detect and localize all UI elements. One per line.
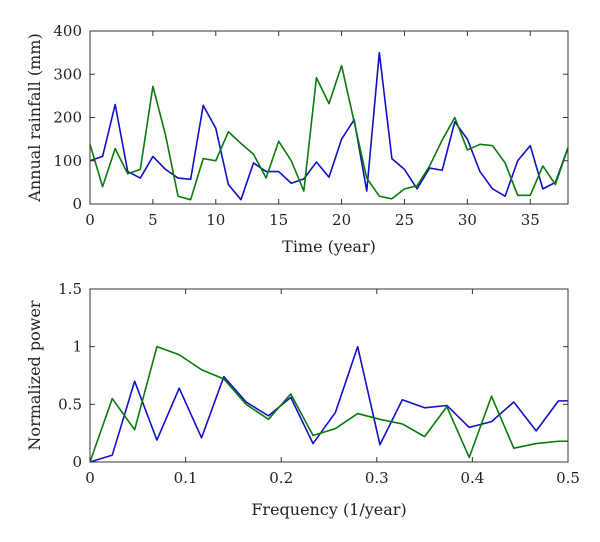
power-y-tick-label: 1 [72, 338, 82, 356]
rainfall-x-tick-label: 15 [269, 211, 288, 229]
rainfall-y-tick-label: 400 [53, 22, 82, 40]
power-y-axis-label: Normalized power [25, 300, 44, 450]
rainfall-x-tick-label: 5 [148, 211, 158, 229]
power-plot-frame [89, 288, 569, 463]
rainfall-x-tick-label: 20 [332, 211, 351, 229]
power-y-tick-label: 0 [72, 453, 82, 471]
rainfall-series-1-line [89, 51, 569, 201]
power-series-2-line [89, 345, 568, 463]
power-panel: 0 0.1 0.2 0.3 0.4 0.5 0 0.5 1 1.5 Frequency (1/yea… [25, 280, 580, 519]
rainfall-y-tick-label: 100 [53, 152, 82, 170]
rainfall-x-tick-label: 30 [458, 211, 477, 229]
rainfall-y-tick-label: 0 [72, 195, 82, 213]
rainfall-y-axis-label: Annual rainfall (mm) [25, 33, 44, 202]
power-x-tick-label: 0.2 [269, 469, 293, 487]
power-x-tick-label: 0.3 [365, 469, 389, 487]
rainfall-x-axis-label: Time (year) [282, 237, 376, 256]
power-x-tick-label: 0 [85, 469, 95, 487]
rainfall-x-tick-label: 10 [206, 211, 225, 229]
rainfall-x-tick-label: 35 [521, 211, 540, 229]
power-y-tick-label: 0.5 [58, 395, 82, 413]
power-x-axis-label: Frequency (1/year) [251, 500, 406, 519]
rainfall-series-2-line [89, 64, 569, 201]
rainfall-y-tick-label: 200 [53, 109, 82, 127]
power-series-1-line [89, 345, 568, 463]
power-x-tick-label: 0.5 [556, 469, 580, 487]
rainfall-x-tick-label: 25 [395, 211, 414, 229]
power-x-tick-label: 0.1 [174, 469, 198, 487]
power-y-tick-label: 1.5 [58, 280, 82, 298]
rainfall-y-tick-label: 300 [53, 65, 82, 83]
rainfall-x-tick-label: 0 [85, 211, 95, 229]
rainfall-panel: 0 5 10 15 20 25 30 35 0 100 200 300 400 Time (year) An… [25, 22, 569, 256]
power-x-tick-label: 0.4 [460, 469, 484, 487]
